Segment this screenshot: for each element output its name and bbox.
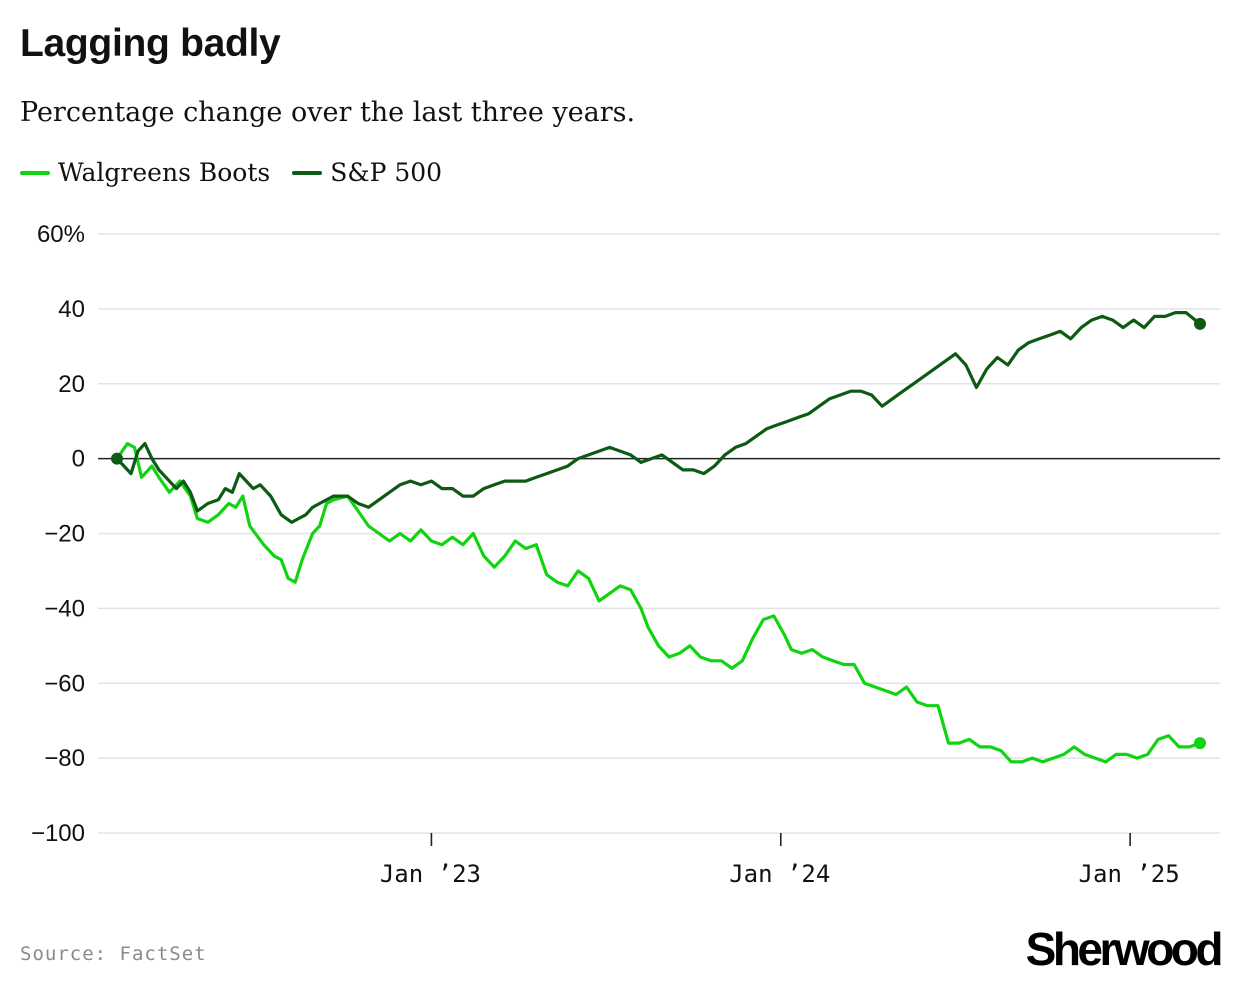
legend-label-walgreens: Walgreens Boots bbox=[58, 158, 271, 187]
y-tick-label: 60% bbox=[37, 221, 85, 248]
y-tick-label: −80 bbox=[44, 745, 85, 772]
chart-title: Lagging badly bbox=[20, 22, 281, 65]
y-tick-label: 20 bbox=[58, 371, 85, 398]
y-tick-label: −60 bbox=[44, 670, 85, 697]
legend-swatch-sp500 bbox=[292, 170, 323, 175]
chart-subtitle: Percentage change over the last three ye… bbox=[20, 97, 636, 128]
series-line-walgreens bbox=[115, 442, 1202, 764]
end-point-sp500 bbox=[1194, 317, 1206, 330]
y-tick-label: −40 bbox=[44, 595, 85, 622]
series-line-sp500 bbox=[115, 311, 1202, 524]
y-tick-label: 0 bbox=[72, 446, 85, 473]
legend-item-walgreens: Walgreens Boots bbox=[20, 160, 270, 185]
y-tick-label: −100 bbox=[31, 820, 85, 847]
start-point bbox=[111, 452, 123, 465]
x-tick-label: Jan ’24 bbox=[729, 860, 830, 888]
source-note: Source: FactSet bbox=[20, 943, 207, 965]
legend: Walgreens Boots S&P 500 bbox=[20, 160, 464, 185]
x-tick-label: Jan ’25 bbox=[1079, 860, 1180, 888]
sherwood-logo: Sherwood bbox=[1025, 923, 1224, 975]
legend-label-sp500: S&P 500 bbox=[330, 158, 443, 187]
end-point-walgreens bbox=[1194, 737, 1206, 750]
legend-swatch-walgreens bbox=[20, 170, 50, 175]
x-tick-label: Jan ’23 bbox=[380, 860, 481, 888]
y-tick-label: −20 bbox=[44, 521, 85, 548]
y-tick-label: 40 bbox=[58, 296, 85, 323]
legend-item-sp500: S&P 500 bbox=[292, 160, 442, 185]
